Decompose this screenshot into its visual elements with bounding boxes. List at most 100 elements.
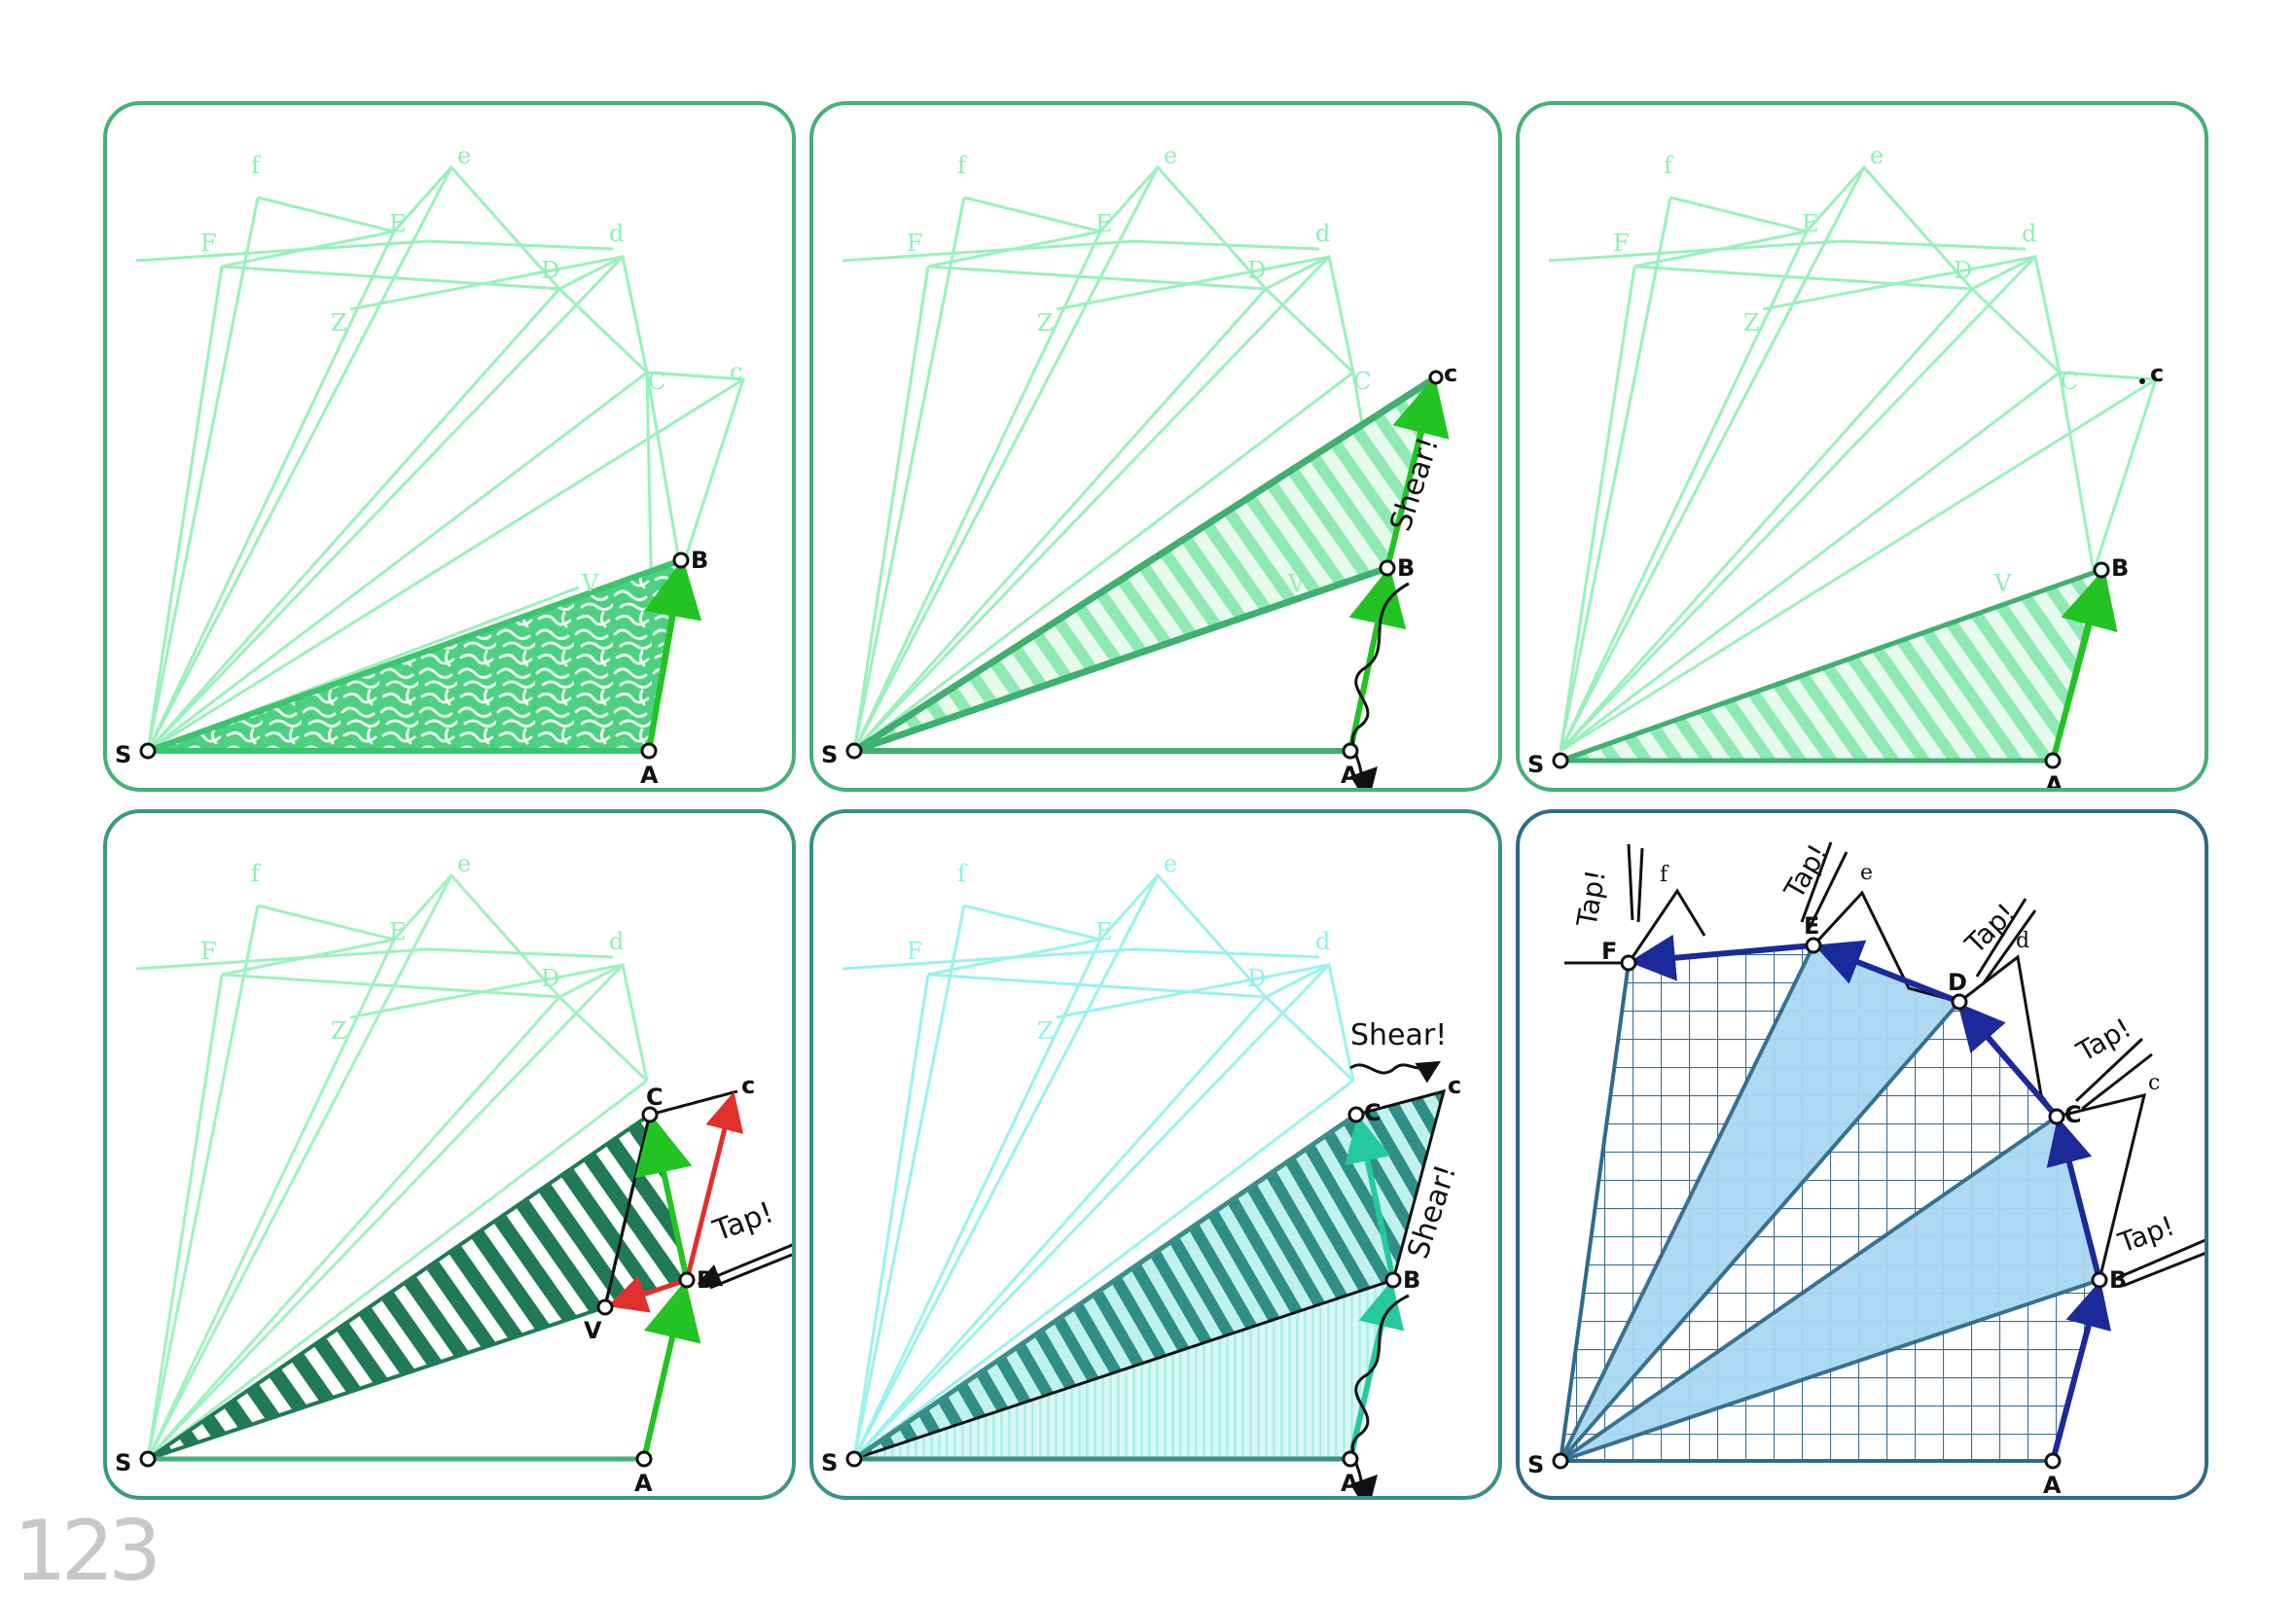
svg-text:f: f: [957, 152, 968, 179]
panel-4: Tap! f e d F E D Z S B A C V c: [103, 809, 796, 1500]
svg-text:Z: Z: [1037, 309, 1054, 337]
svg-text:S: S: [821, 741, 838, 768]
svg-text:E: E: [1095, 918, 1113, 945]
svg-text:E: E: [389, 918, 407, 945]
svg-text:d: d: [1315, 220, 1330, 247]
svg-text:D: D: [1247, 965, 1266, 992]
svg-text:A: A: [634, 1470, 653, 1497]
panel-2-diagram: Shear! f e d F E D C Z V S B A c: [821, 142, 1457, 789]
panel-4-diagram: Tap! f e d F E D Z S B A C V c: [115, 850, 792, 1497]
panel-2: Shear! f e d F E D C Z V S B A c: [809, 101, 1502, 792]
svg-text:f: f: [957, 860, 968, 887]
svg-text:A: A: [2043, 1472, 2062, 1499]
page-number: 123: [14, 1503, 161, 1600]
svg-text:B: B: [2109, 1266, 2127, 1294]
red-arrow-Bc: [684, 1091, 744, 1281]
label-A: A: [640, 762, 659, 789]
svg-text:F: F: [1613, 230, 1630, 257]
svg-text:c: c: [741, 1072, 755, 1099]
annotation-tap-F: Tap!: [1570, 868, 1612, 930]
svg-text:C: C: [2064, 1101, 2082, 1128]
svg-text:C: C: [646, 1084, 664, 1111]
panel-6: Tap! Tap! Tap! Tap! Tap! S B A C D E F f…: [1516, 809, 2208, 1500]
svg-text:e: e: [1164, 142, 1177, 169]
svg-text:c: c: [2148, 1071, 2160, 1095]
annotation-shear-top: Shear!: [1350, 1018, 1447, 1052]
svg-text:f: f: [251, 860, 262, 887]
svg-text:Z: Z: [331, 1017, 347, 1045]
faint-construction-lines: [135, 164, 746, 753]
svg-text:A: A: [1341, 1470, 1359, 1497]
svg-text:d: d: [2022, 220, 2036, 247]
dark-hatched-triangle: [146, 1110, 654, 1461]
svg-text:c: c: [1444, 360, 1457, 387]
svg-text:F: F: [1601, 938, 1617, 965]
annotation-tap: Tap!: [708, 1195, 778, 1249]
svg-text:d: d: [1315, 928, 1330, 955]
svg-text:V: V: [1287, 570, 1306, 597]
label-f: f: [251, 152, 262, 179]
svg-text:D: D: [1948, 969, 1967, 996]
svg-text:e: e: [457, 850, 471, 877]
svg-text:B: B: [697, 1266, 714, 1294]
svg-text:f: f: [1664, 152, 1674, 179]
svg-text:S: S: [115, 1449, 131, 1476]
svg-text:C: C: [1353, 368, 1371, 395]
svg-text:d: d: [2016, 929, 2029, 953]
svg-text:E: E: [1804, 912, 1819, 940]
svg-text:D: D: [1247, 257, 1266, 284]
svg-text:e: e: [1164, 850, 1177, 877]
point-B: [672, 551, 690, 569]
svg-text:E: E: [1095, 210, 1113, 237]
annotation-tap-D: Tap!: [1958, 897, 2022, 960]
svg-text:c: c: [1448, 1072, 1461, 1099]
svg-text:S: S: [1527, 1451, 1544, 1478]
svg-text:e: e: [1870, 142, 1883, 169]
faint-construction-lines: [842, 164, 1389, 753]
svg-text:A: A: [1341, 762, 1359, 789]
label-S: S: [115, 741, 131, 768]
label-C: C: [648, 368, 665, 395]
svg-text:F: F: [907, 938, 923, 965]
svg-text:F: F: [200, 938, 217, 965]
svg-text:Z: Z: [1037, 1017, 1054, 1045]
annotation-tap-C: Tap!: [2070, 1012, 2136, 1068]
svg-text:S: S: [1527, 751, 1544, 778]
area-triangle-SAB: [146, 555, 685, 754]
label-F: F: [200, 230, 217, 257]
panel-5-diagram: Shear! Shear! f e d F E D Z S B A C c: [821, 850, 1463, 1497]
panel-6-diagram: Tap! Tap! Tap! Tap! Tap! S B A C D E F f…: [1527, 838, 2205, 1499]
svg-text:c: c: [2150, 360, 2164, 387]
label-V: V: [581, 570, 599, 597]
svg-text:B: B: [1397, 554, 1415, 582]
panel-1: f e d c F E D C Z V S B A: [103, 101, 796, 792]
annotation-tap-B: Tap!: [2113, 1210, 2178, 1260]
panel-3-diagram: f e d F E D C Z V S B A c: [1527, 142, 2164, 792]
label-D: D: [541, 257, 559, 284]
point-A: [640, 742, 658, 760]
label-d: d: [609, 220, 624, 247]
panel-5: Shear! Shear! f e d F E D Z S B A C c: [809, 809, 1502, 1500]
svg-text:C: C: [1364, 1099, 1381, 1126]
panel-1-diagram: f e d c F E D C Z V S B A: [115, 142, 746, 789]
svg-text:C: C: [2061, 368, 2078, 395]
svg-text:E: E: [1802, 210, 1819, 237]
label-e: e: [457, 142, 471, 169]
svg-text:f: f: [1660, 863, 1669, 887]
svg-text:V: V: [584, 1317, 602, 1344]
svg-text:S: S: [821, 1449, 838, 1476]
label-B: B: [691, 547, 708, 574]
svg-text:D: D: [541, 965, 559, 992]
panel-3: f e d F E D C Z V S B A c: [1516, 101, 2208, 792]
svg-text:d: d: [609, 928, 624, 955]
svg-text:V: V: [1993, 570, 2012, 597]
point-S: [139, 742, 157, 760]
svg-text:B: B: [1403, 1266, 1420, 1294]
svg-text:B: B: [2111, 554, 2129, 582]
label-E: E: [389, 210, 407, 237]
svg-text:A: A: [2045, 771, 2063, 792]
label-Z: Z: [331, 309, 347, 337]
svg-text:D: D: [1954, 257, 1972, 284]
svg-text:Z: Z: [1743, 309, 1760, 337]
svg-text:e: e: [1860, 861, 1873, 885]
